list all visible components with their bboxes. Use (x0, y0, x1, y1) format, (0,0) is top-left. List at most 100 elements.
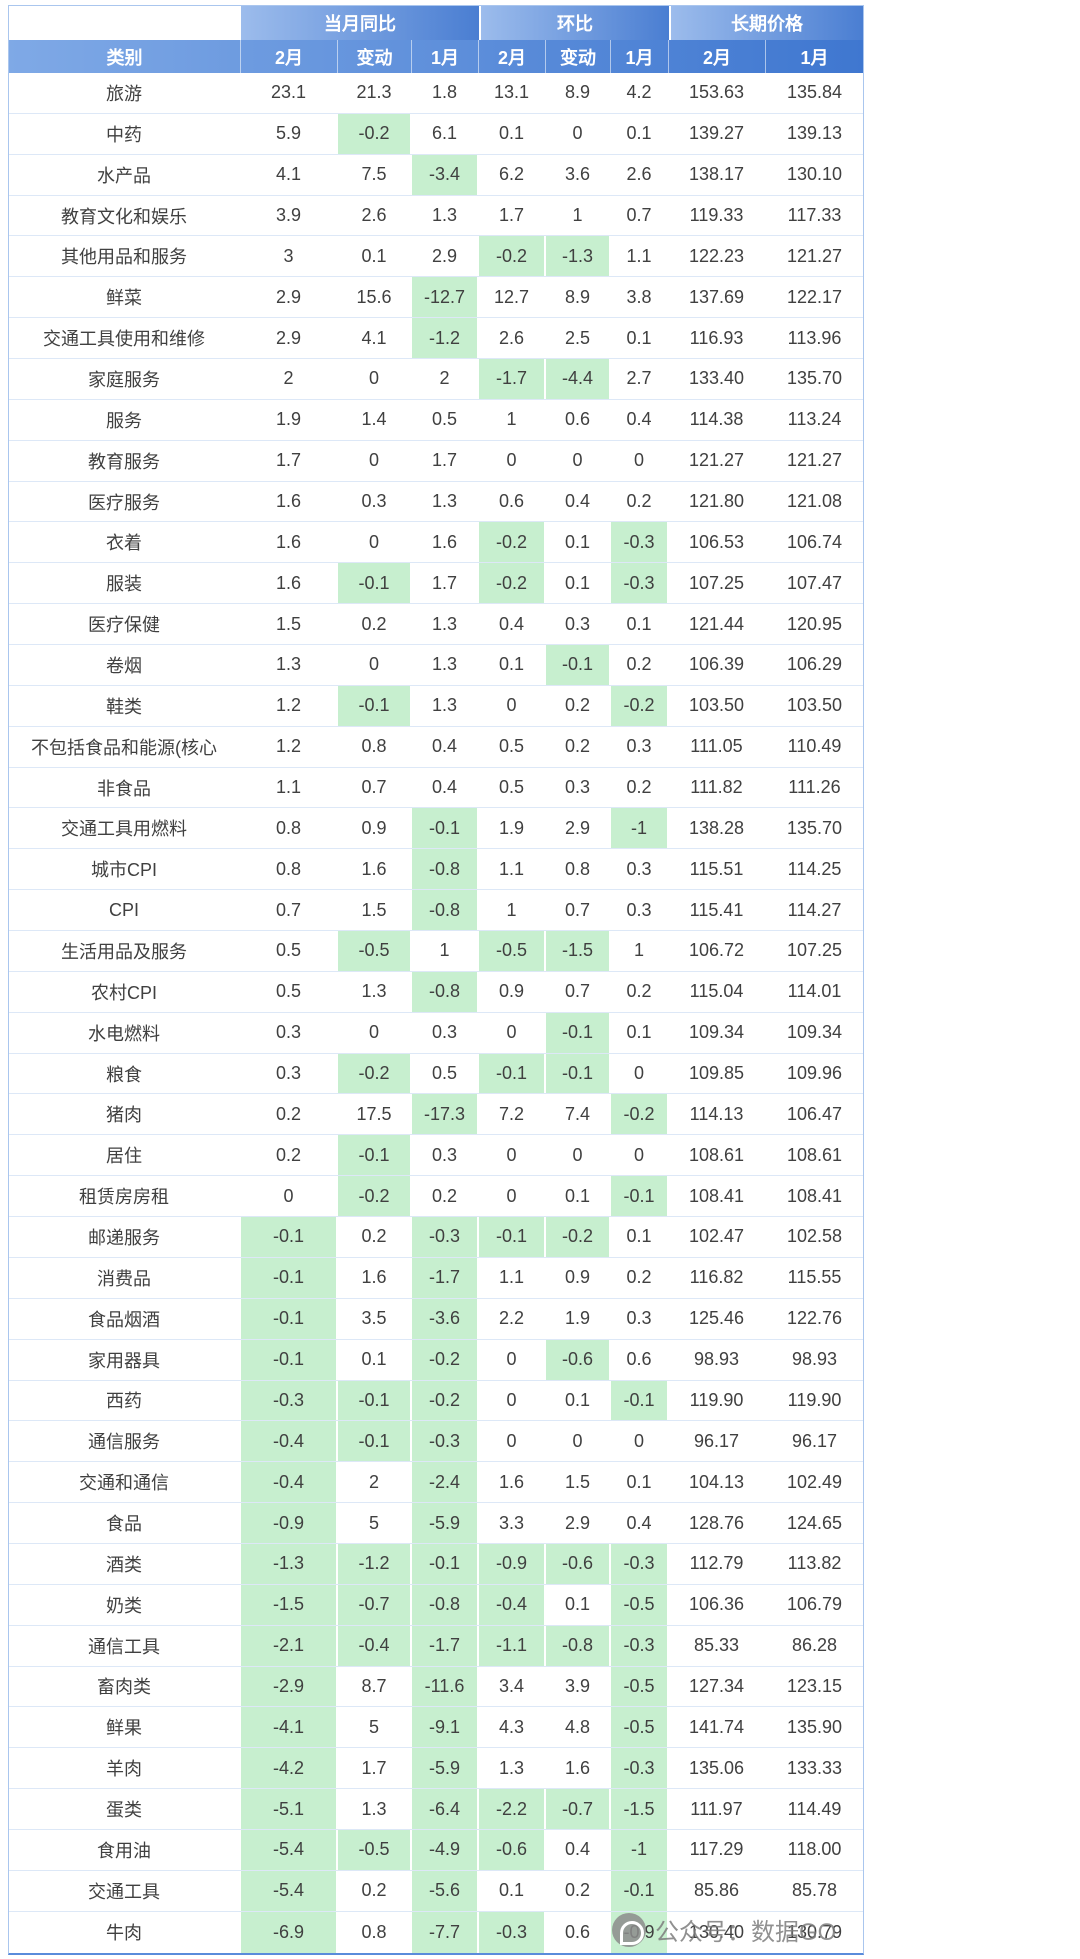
value-cell: 2.9 (241, 277, 338, 318)
value-cell: 1.8 (412, 73, 479, 113)
table-row: 蛋类 -5.1 1.3 -6.4 -2.2 -0.7 -1.5 111.97 114.49 (9, 1789, 863, 1830)
category-cell: 羊肉 (9, 1748, 241, 1789)
value-cell: 0.1 (611, 604, 669, 645)
value-cell: 0.8 (241, 808, 338, 849)
value-cell: 2.6 (338, 195, 412, 236)
value-cell: -4.9 (412, 1829, 479, 1870)
value-cell: 2.9 (241, 318, 338, 359)
category-cell: 不包括食品和能源(核心 (9, 726, 241, 767)
header-group-row: 当月同比 环比 长期价格 (9, 6, 863, 40)
value-cell: -2.2 (479, 1789, 546, 1829)
value-cell: 3.5 (338, 1298, 412, 1339)
category-cell: 服务 (9, 399, 241, 440)
category-cell: 食品 (9, 1503, 241, 1543)
value-cell: 4.1 (338, 318, 412, 359)
category-cell: CPI (9, 890, 241, 931)
value-cell: 0.8 (338, 1911, 412, 1953)
value-cell: 119.33 (669, 195, 766, 236)
table-row: 其他用品和服务 3 0.1 2.9 -0.2 -1.3 1.1 122.23 121.27 (9, 236, 863, 278)
value-cell: 0.2 (241, 1135, 338, 1176)
value-cell: 135.70 (786, 817, 843, 838)
value-cell: -1 (611, 808, 669, 849)
table-row: 医疗服务 1.6 0.3 1.3 0.6 0.4 0.2 121.80 121.08 (9, 481, 863, 523)
value-cell: 4.1 (241, 154, 338, 195)
table-row: 通信工具 -2.1 -0.4 -1.7 -1.1 -0.8 -0.3 85.33 86.28 (9, 1625, 863, 1667)
value-cell: 7.2 (479, 1094, 546, 1135)
value-cell: -0.7 (338, 1584, 412, 1625)
value-cell: 0.5 (241, 931, 338, 971)
category-cell: 医疗保健 (9, 604, 241, 645)
value-cell: 1.7 (241, 440, 338, 481)
category-cell: 家用器具 (9, 1339, 241, 1380)
value-cell: 124.65 (786, 1512, 843, 1533)
value-cell: 17.5 (338, 1094, 412, 1135)
value-cell: 125.46 (669, 1298, 766, 1339)
category-cell: 鞋类 (9, 685, 241, 726)
value-cell: 0.4 (479, 604, 546, 645)
value-cell: 98.93 (669, 1339, 766, 1380)
category-cell: 西药 (9, 1380, 241, 1421)
value-cell: 111.82 (669, 767, 766, 808)
value-cell: 23.1 (241, 73, 338, 113)
column-header-mom-jan: 1月 (611, 40, 669, 73)
value-cell: 121.80 (669, 481, 766, 522)
value-cell: 106.36 (669, 1584, 766, 1625)
category-cell: 城市CPI (9, 849, 241, 890)
table-row: 农村CPI 0.5 1.3 -0.8 0.9 0.7 0.2 115.04 114.01 (9, 971, 863, 1013)
value-cell: 1.5 (338, 890, 412, 931)
value-cell: 108.61 (669, 1135, 766, 1176)
value-cell: 106.39 (669, 645, 766, 685)
value-cell: 115.51 (669, 849, 766, 890)
column-header-yoy-jan: 1月 (412, 40, 479, 73)
value-cell: 0.5 (479, 767, 546, 808)
value-cell: -4.1 (241, 1707, 338, 1748)
table-row: 食用油 -5.4 -0.5 -4.9 -0.6 0.4 -1 117.29 118.00 (9, 1829, 863, 1871)
value-cell: 110.49 (787, 736, 842, 757)
value-cell: 0.1 (546, 1176, 611, 1217)
value-cell: 0.2 (611, 1257, 669, 1298)
value-cell: 0.4 (546, 1829, 611, 1870)
value-cell: 3.8 (611, 277, 669, 318)
value-cell: -0.9 (241, 1503, 338, 1543)
value-cell: 113.82 (787, 1553, 842, 1574)
value-cell: 120.95 (786, 613, 843, 634)
table-row: 衣着 1.6 0 1.6 -0.2 0.1 -0.3 106.53 106.74 (9, 522, 863, 564)
value-cell: 1.6 (479, 1462, 546, 1503)
table-body: 旅游 23.1 21.3 1.8 13.1 8.9 4.2 153.63 135.84 中药 5.9… (9, 73, 863, 1953)
value-cell: 4.3 (479, 1707, 546, 1748)
value-cell: -0.1 (611, 1176, 669, 1217)
value-cell: 1.9 (241, 399, 338, 440)
value-cell: 139.13 (786, 123, 843, 144)
value-cell: 121.27 (669, 440, 766, 481)
value-cell: 127.34 (669, 1666, 766, 1707)
table-row: 食品烟酒 -0.1 3.5 -3.6 2.2 1.9 0.3 125.46 122.76 (9, 1298, 863, 1340)
value-cell: 0.9 (546, 1257, 611, 1298)
category-cell: 教育文化和娱乐 (9, 195, 241, 236)
table-row: 酒类 -1.3 -1.2 -0.1 -0.9 -0.6 -0.3 112.79 113.82 (9, 1543, 863, 1585)
value-cell: 115.41 (669, 890, 766, 931)
table-row: 医疗保健 1.5 0.2 1.3 0.4 0.3 0.1 121.44 120.95 (9, 604, 863, 646)
category-cell: 邮递服务 (9, 1217, 241, 1257)
value-cell: 2.6 (479, 318, 546, 359)
value-cell: 8.9 (546, 73, 611, 113)
value-cell: 5 (338, 1503, 412, 1543)
value-cell: -7.7 (412, 1911, 479, 1953)
value-cell: 0 (479, 440, 546, 481)
value-cell: 139.27 (669, 113, 766, 154)
value-cell: 104.13 (669, 1462, 766, 1503)
value-cell: -9.1 (412, 1707, 479, 1748)
value-cell: 111.97 (669, 1789, 766, 1829)
value-cell: -0.2 (338, 113, 412, 154)
table-row: 家庭服务 2 0 2 -1.7 -4.4 2.7 133.40 135.70 (9, 359, 863, 400)
value-cell: 116.93 (669, 318, 766, 359)
value-cell: -3.6 (412, 1298, 479, 1339)
value-cell: -0.1 (241, 1298, 338, 1339)
value-cell: -0.6 (479, 1829, 546, 1870)
value-cell: 117.29 (669, 1829, 766, 1870)
value-cell: -5.1 (241, 1789, 338, 1829)
value-cell: -0.3 (479, 1911, 546, 1953)
value-cell: 3.9 (546, 1666, 611, 1707)
category-cell: 卷烟 (9, 645, 241, 685)
value-cell: 153.63 (669, 73, 766, 113)
value-cell: 137.69 (669, 277, 766, 318)
